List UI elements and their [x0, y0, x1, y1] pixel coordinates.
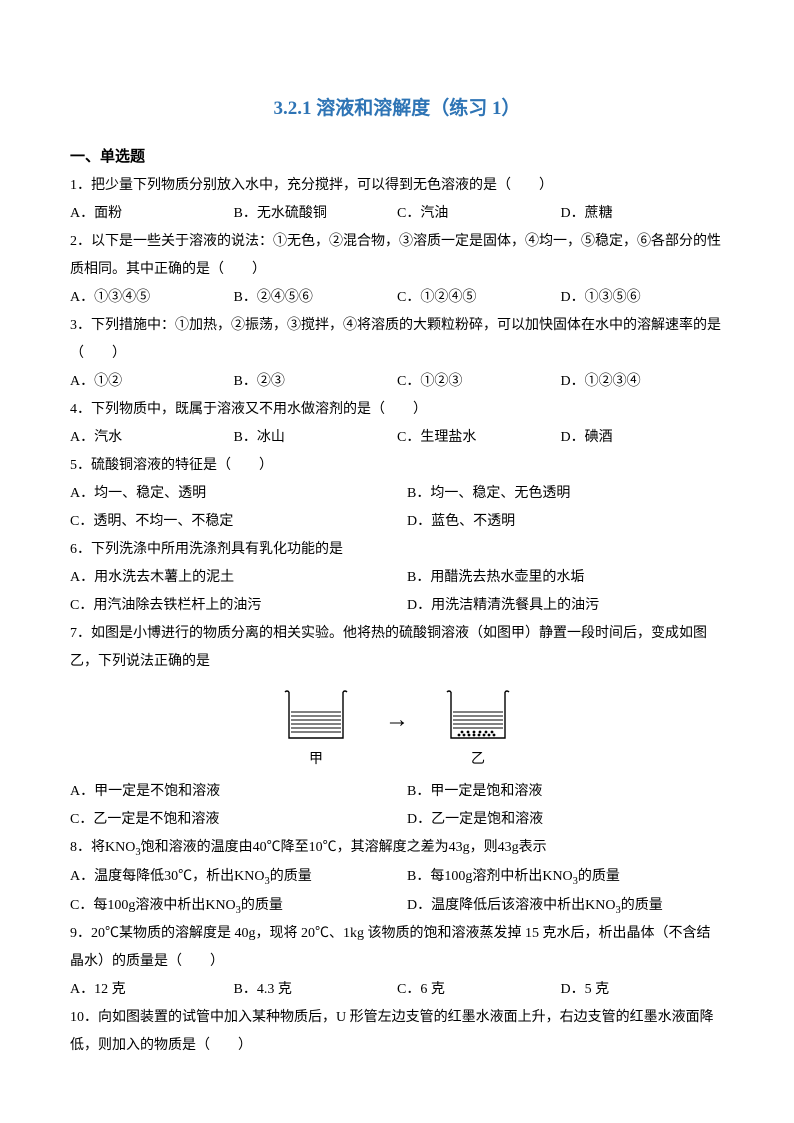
q1-opt-c: C．汽油: [397, 200, 561, 228]
q2-options: A．①③④⑤ B．②④⑤⑥ C．①②④⑤ D．①③⑤⑥: [70, 284, 724, 312]
q5-opt-c: C．透明、不均一、不稳定: [70, 508, 397, 536]
q9-stem: 9．20℃某物质的溶解度是 40g，现将 20℃、1kg 该物质的饱和溶液蒸发掉…: [70, 920, 724, 976]
q8-c-post: 的质量: [241, 898, 283, 913]
q9-opt-a: A．12 克: [70, 976, 234, 1004]
beaker-a: 甲: [281, 686, 351, 774]
beaker-b: 乙: [443, 686, 513, 774]
q6-opt-a: A．用水洗去木薯上的泥土: [70, 564, 397, 592]
q8-options: A．温度每降低30℃，析出KNO3的质量 B．每100g溶剂中析出KNO3的质量…: [70, 863, 724, 921]
worksheet-title: 3.2.1 溶液和溶解度（练习 1）: [70, 90, 724, 128]
q3-opt-b: B．②③: [234, 368, 398, 396]
q9-options: A．12 克 B．4.3 克 C．6 克 D．5 克: [70, 976, 724, 1004]
q2-opt-a: A．①③④⑤: [70, 284, 234, 312]
q5-opt-d: D．蓝色、不透明: [397, 508, 724, 536]
q1-opt-a: A．面粉: [70, 200, 234, 228]
q7-opt-b: B．甲一定是饱和溶液: [397, 778, 724, 806]
q1-options: A．面粉 B．无水硫酸铜 C．汽油 D．蔗糖: [70, 200, 724, 228]
q2-opt-b: B．②④⑤⑥: [234, 284, 398, 312]
beaker-b-label: 乙: [471, 746, 485, 774]
arrow-icon: →: [385, 708, 409, 732]
q8-opt-b: B．每100g溶剂中析出KNO3的质量: [397, 863, 724, 892]
q3-options: A．①② B．②③ C．①②③ D．①②③④: [70, 368, 724, 396]
q7-opt-c: C．乙一定是不饱和溶液: [70, 806, 397, 834]
q9-opt-d: D．5 克: [561, 976, 725, 1004]
q3-opt-c: C．①②③: [397, 368, 561, 396]
q8-c-pre: C．每100g溶液中析出KNO: [70, 898, 236, 913]
q8-opt-d: D．温度降低后该溶液中析出KNO3的质量: [397, 892, 724, 921]
q5-opt-a: A．均一、稳定、透明: [70, 480, 397, 508]
q3-stem: 3．下列措施中：①加热，②振荡，③搅拌，④将溶质的大颗粒粉碎，可以加快固体在水中…: [70, 312, 724, 368]
q8-d-post: 的质量: [621, 898, 663, 913]
beaker-a-label: 甲: [309, 746, 323, 774]
q9-opt-c: C．6 克: [397, 976, 561, 1004]
q7-options: A．甲一定是不饱和溶液 B．甲一定是饱和溶液 C．乙一定是不饱和溶液 D．乙一定…: [70, 778, 724, 834]
q2-stem: 2．以下是一些关于溶液的说法：①无色，②混合物，③溶质一定是固体，④均一，⑤稳定…: [70, 228, 724, 284]
q1-opt-d: D．蔗糖: [561, 200, 725, 228]
q4-opt-d: D．碘酒: [561, 424, 725, 452]
q8-b-pre: B．每100g溶剂中析出KNO: [407, 869, 573, 884]
q6-opt-d: D．用洗洁精清洗餐具上的油污: [397, 592, 724, 620]
q4-opt-b: B．冰山: [234, 424, 398, 452]
beaker-a-svg: [281, 686, 351, 744]
q4-opt-a: A．汽水: [70, 424, 234, 452]
q6-opt-b: B．用醋洗去热水壶里的水垢: [397, 564, 724, 592]
q5-opt-b: B．均一、稳定、无色透明: [397, 480, 724, 508]
q8-opt-c: C．每100g溶液中析出KNO3的质量: [70, 892, 397, 921]
q7-stem: 7．如图是小博进行的物质分离的相关实验。他将热的硫酸铜溶液（如图甲）静置一段时间…: [70, 620, 724, 676]
q8-b-post: 的质量: [578, 869, 620, 884]
q5-options: A．均一、稳定、透明 B．均一、稳定、无色透明 C．透明、不均一、不稳定 D．蓝…: [70, 480, 724, 536]
q1-opt-b: B．无水硫酸铜: [234, 200, 398, 228]
q4-options: A．汽水 B．冰山 C．生理盐水 D．碘酒: [70, 424, 724, 452]
q4-stem: 4．下列物质中，既属于溶液又不用水做溶剂的是（ ）: [70, 396, 724, 424]
beaker-b-svg: [443, 686, 513, 744]
q1-stem: 1．把少量下列物质分别放入水中，充分搅拌，可以得到无色溶液的是（ ）: [70, 172, 724, 200]
q6-stem: 6．下列洗涤中所用洗涤剂具有乳化功能的是: [70, 536, 724, 564]
q6-opt-c: C．用汽油除去铁栏杆上的油污: [70, 592, 397, 620]
section-heading: 一、单选题: [70, 142, 724, 172]
q7-opt-a: A．甲一定是不饱和溶液: [70, 778, 397, 806]
q3-opt-d: D．①②③④: [561, 368, 725, 396]
q8-stem: 8．将KNO3饱和溶液的温度由40℃降至10℃，其溶解度之差为43g，则43g表…: [70, 834, 724, 863]
q9-opt-b: B．4.3 克: [234, 976, 398, 1004]
q5-stem: 5．硫酸铜溶液的特征是（ ）: [70, 452, 724, 480]
q8-opt-a: A．温度每降低30℃，析出KNO3的质量: [70, 863, 397, 892]
q2-opt-c: C．①②④⑤: [397, 284, 561, 312]
q2-opt-d: D．①③⑤⑥: [561, 284, 725, 312]
q7-opt-d: D．乙一定是饱和溶液: [397, 806, 724, 834]
q8-d-pre: D．温度降低后该溶液中析出KNO: [407, 898, 615, 913]
q4-opt-c: C．生理盐水: [397, 424, 561, 452]
q8-stem-post: 饱和溶液的温度由40℃降至10℃，其溶解度之差为43g，则43g表示: [141, 840, 547, 855]
q3-opt-a: A．①②: [70, 368, 234, 396]
q10-stem: 10．向如图装置的试管中加入某种物质后，U 形管左边支管的红墨水液面上升，右边支…: [70, 1004, 724, 1060]
q8-a-post: 的质量: [270, 869, 312, 884]
q6-options: A．用水洗去木薯上的泥土 B．用醋洗去热水壶里的水垢 C．用汽油除去铁栏杆上的油…: [70, 564, 724, 620]
q7-figure: 甲 → 乙: [70, 686, 724, 774]
q8-a-pre: A．温度每降低30℃，析出KNO: [70, 869, 264, 884]
q8-stem-pre: 8．将KNO: [70, 840, 135, 855]
